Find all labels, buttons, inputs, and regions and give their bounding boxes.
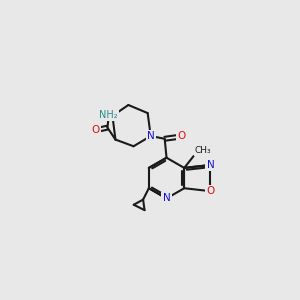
Text: N: N — [163, 194, 170, 203]
Text: O: O — [206, 186, 214, 196]
Text: N: N — [147, 131, 154, 141]
Text: CH₃: CH₃ — [195, 146, 212, 155]
Text: NH₂: NH₂ — [99, 110, 118, 120]
Text: O: O — [177, 131, 185, 142]
Text: O: O — [92, 125, 100, 135]
Text: N: N — [207, 160, 214, 170]
